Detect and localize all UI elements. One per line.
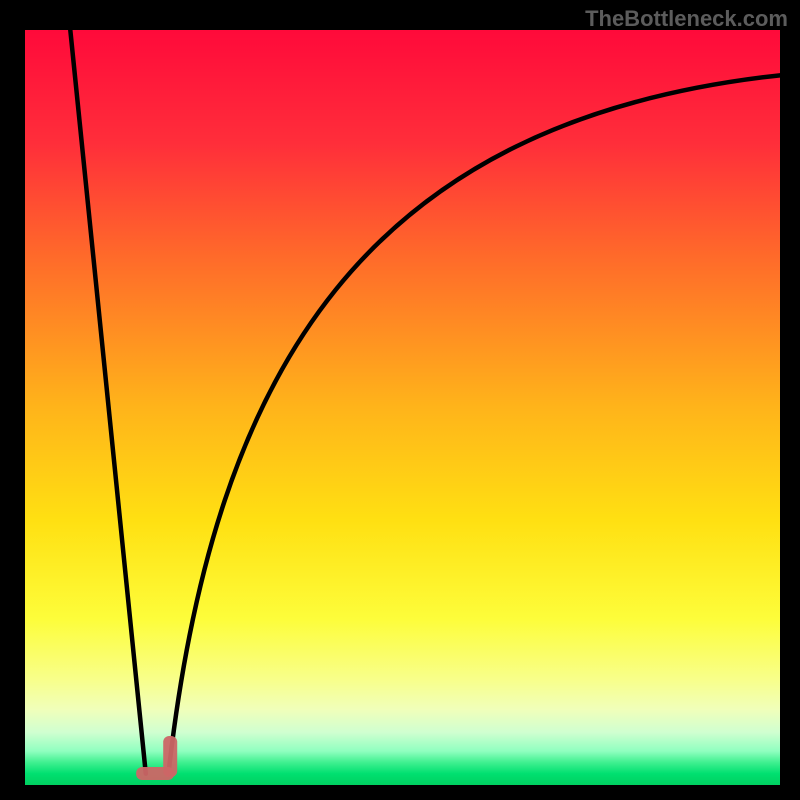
chart-container: TheBottleneck.com (0, 0, 800, 800)
watermark-text: TheBottleneck.com (585, 6, 788, 32)
right-rising-curve (168, 75, 780, 773)
bottleneck-curves (25, 30, 780, 785)
left-descending-line (70, 30, 146, 774)
plot-area (25, 30, 780, 785)
optimal-point-marker-vertical (163, 736, 177, 778)
